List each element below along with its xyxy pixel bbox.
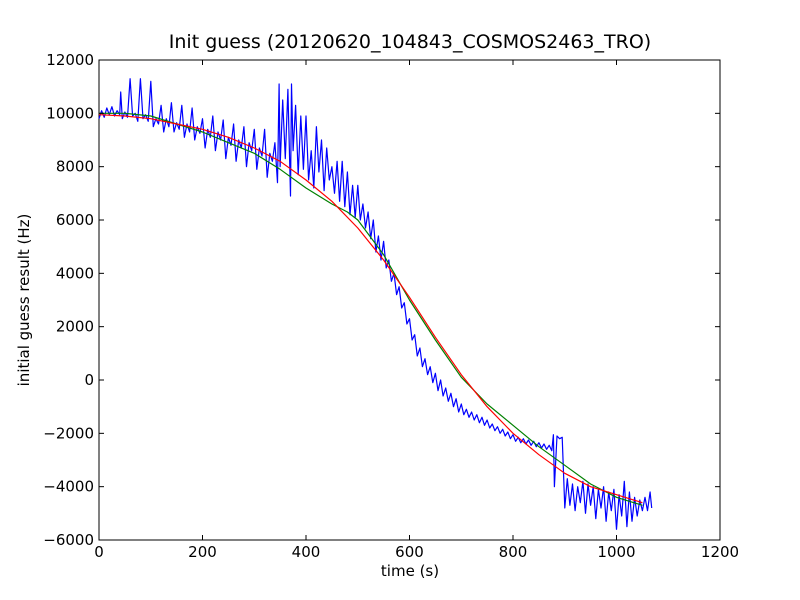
y-tick-label: −2000 bbox=[43, 424, 94, 442]
x-tick-label: 1000 bbox=[597, 543, 635, 561]
chart-title: Init guess (20120620_104843_COSMOS2463_T… bbox=[169, 31, 651, 53]
series-line-2 bbox=[99, 112, 643, 506]
x-axis-label: time (s) bbox=[381, 562, 439, 580]
y-tick-label: −6000 bbox=[43, 531, 94, 549]
tick-layer bbox=[98, 59, 721, 541]
series-line-1 bbox=[98, 78, 653, 530]
y-tick-label: 6000 bbox=[56, 211, 94, 229]
y-tick-label: 8000 bbox=[56, 158, 94, 176]
x-tick-label: 0 bbox=[94, 543, 104, 561]
y-tick-label: 10000 bbox=[46, 104, 94, 122]
y-tick-label: 4000 bbox=[56, 264, 94, 282]
x-tick-label: 1200 bbox=[701, 543, 739, 561]
y-axis-label: initial guess result (Hz) bbox=[15, 214, 33, 387]
x-tick-label: 400 bbox=[292, 543, 321, 561]
x-tick-label: 600 bbox=[395, 543, 424, 561]
y-tick-label: 12000 bbox=[46, 51, 94, 69]
series-line-3 bbox=[98, 114, 643, 504]
y-tick-label: 0 bbox=[84, 371, 94, 389]
series-layer bbox=[98, 78, 653, 530]
y-tick-label: −4000 bbox=[43, 478, 94, 496]
x-tick-label: 800 bbox=[499, 543, 528, 561]
plot-area bbox=[98, 59, 721, 541]
y-tick-label: 2000 bbox=[56, 318, 94, 336]
x-tick-label: 200 bbox=[188, 543, 217, 561]
